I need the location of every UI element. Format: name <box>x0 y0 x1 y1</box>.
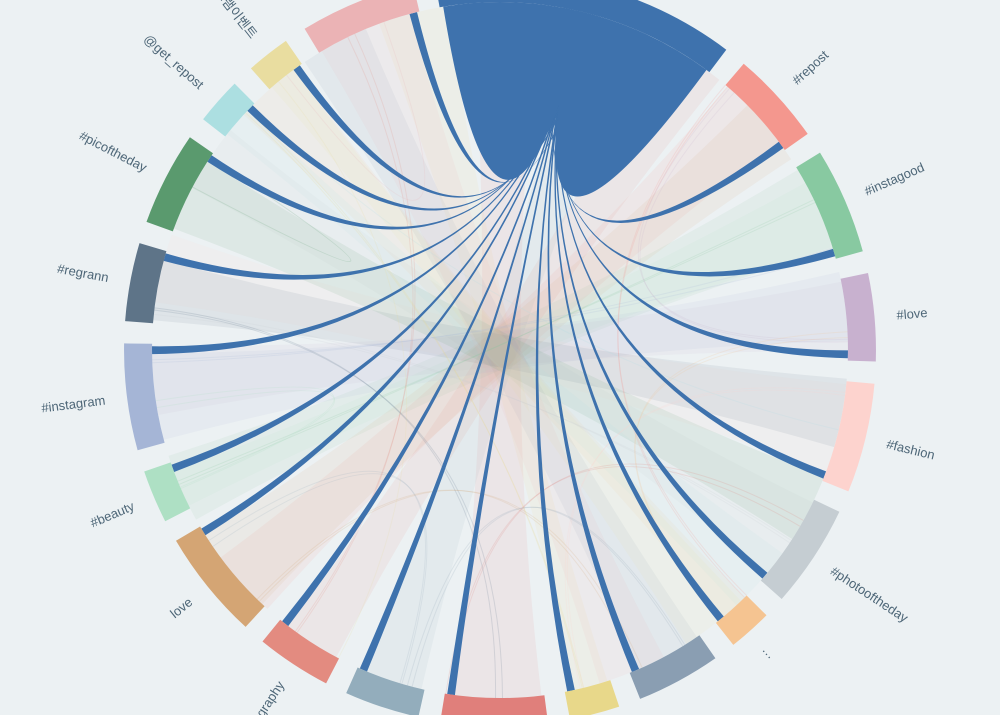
group-arc-repost <box>725 63 808 151</box>
faint-chord-line <box>177 201 816 482</box>
faint-ribbon <box>379 6 608 690</box>
faint-chord-line <box>154 308 790 544</box>
faint-chord-line <box>411 506 686 687</box>
group-arc-instagood <box>796 152 863 259</box>
faint-ribbon <box>155 234 847 472</box>
group-arc-group-5 <box>715 595 767 645</box>
hub-ribbon-group-7 <box>535 10 579 692</box>
faint-chord-line <box>617 84 747 596</box>
faint-chord-line <box>639 92 848 343</box>
faint-chord-line <box>153 313 792 541</box>
faint-chord-line <box>208 470 426 684</box>
group-arc-group-8 <box>441 693 547 715</box>
hub-ribbon-group-5 <box>554 9 724 622</box>
group-arc-photography <box>262 619 339 684</box>
group-arcs-layer <box>124 0 876 715</box>
group-label: 그램이벤트 <box>212 0 261 41</box>
faint-chord-line <box>448 463 804 695</box>
hub-arc <box>438 0 727 73</box>
group-label: @get_repost <box>141 31 207 92</box>
group-arc-beauty <box>144 462 191 522</box>
faint-ribbon <box>173 182 833 506</box>
group-arc-love <box>840 273 876 362</box>
group-arc-photooftheday <box>760 499 840 599</box>
faint-chord-line <box>154 307 497 699</box>
hub-ribbons-layer <box>151 2 848 696</box>
faint-ribbon <box>243 68 745 617</box>
faint-chord-line <box>566 387 846 688</box>
group-arc-love <box>176 526 265 627</box>
group-arc-picoftheday <box>146 137 213 232</box>
faint-chord-line <box>178 199 815 485</box>
group-label: #picoftheday <box>77 128 150 175</box>
faint-chord-line <box>154 309 503 699</box>
group-label: #love <box>896 305 928 323</box>
faint-chord-line <box>296 36 414 633</box>
group-arc-get-repost <box>203 83 255 137</box>
group-arc-group-6 <box>629 635 716 699</box>
faint-ribbon <box>304 28 697 670</box>
group-label: love <box>167 594 195 621</box>
hub-ribbon-group-17 <box>293 15 598 198</box>
group-label: #repost <box>789 47 831 88</box>
group-label: photography <box>235 678 288 715</box>
group-label: #regrann <box>56 261 110 285</box>
group-arc-group-18 <box>304 0 420 53</box>
faint-chord-line <box>152 247 833 364</box>
group-label: #fashion <box>885 436 936 462</box>
group-label: #instagood <box>862 160 926 199</box>
group-arc-group-17 <box>250 40 302 90</box>
faint-ribbon <box>152 272 848 440</box>
faint-ribbon <box>220 87 780 609</box>
faint-ribbon <box>205 105 792 605</box>
faint-ribbon <box>153 260 847 448</box>
faint-chord-line <box>638 88 848 341</box>
faint-chord-line <box>294 33 416 632</box>
hub-self-ribbon <box>443 2 707 197</box>
faint-chord-line <box>406 506 684 686</box>
faint-chord-line <box>286 21 426 201</box>
group-arc-instagram <box>124 343 165 451</box>
faint-chord-line <box>278 81 408 659</box>
faint-ribbon <box>173 161 824 540</box>
faint-ribbon <box>227 110 783 606</box>
group-arc-fashion <box>822 381 875 492</box>
group-label: #beauty <box>88 498 137 530</box>
hub-ribbon-photooftheday <box>555 9 768 579</box>
group-arc-regrann <box>125 243 167 324</box>
hub-ribbon-group-8 <box>447 10 581 696</box>
faint-chord-line <box>256 489 638 671</box>
group-arc-group-7 <box>564 680 620 715</box>
faint-ribbon <box>287 41 720 658</box>
faint-chord-line <box>155 386 335 488</box>
faint-chord-line <box>258 489 643 668</box>
group-label: … <box>759 642 779 662</box>
group-label: #instagram <box>40 393 106 416</box>
group-arc-n <box>346 667 425 715</box>
faint-chord-line <box>212 473 428 685</box>
hub-ribbon-group-18 <box>409 12 600 183</box>
faint-chord-line <box>192 156 352 263</box>
faint-ribbon <box>151 281 849 415</box>
faint-chord-line <box>152 254 835 361</box>
faint-chord-line <box>617 86 745 598</box>
faint-chord-line <box>564 389 846 689</box>
group-label: #photooftheday <box>828 563 911 625</box>
faint-chord-line <box>156 390 336 489</box>
